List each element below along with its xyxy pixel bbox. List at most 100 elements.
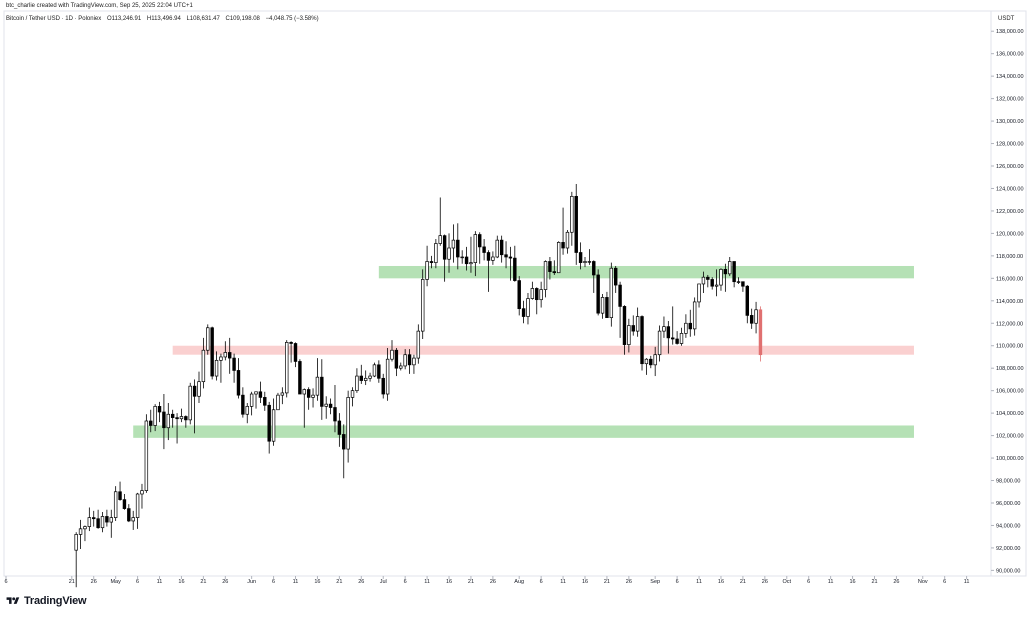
- candle[interactable]: [570, 191, 574, 246]
- candle[interactable]: [241, 387, 245, 418]
- candle[interactable]: [596, 269, 600, 316]
- candle[interactable]: [442, 234, 447, 282]
- candle[interactable]: [578, 242, 583, 270]
- candle[interactable]: [508, 246, 513, 281]
- candle[interactable]: [113, 486, 118, 521]
- candle[interactable]: [227, 337, 232, 374]
- candle[interactable]: [320, 359, 324, 420]
- candle[interactable]: [429, 255, 434, 269]
- candle[interactable]: [249, 391, 254, 416]
- candle[interactable]: [298, 359, 302, 395]
- candle[interactable]: [666, 321, 671, 354]
- candle[interactable]: [179, 408, 184, 423]
- candle[interactable]: [74, 532, 78, 588]
- candle[interactable]: [728, 256, 732, 277]
- candle[interactable]: [478, 232, 482, 264]
- candle[interactable]: [464, 246, 469, 271]
- candle[interactable]: [456, 223, 460, 270]
- candle[interactable]: [644, 358, 649, 375]
- candle[interactable]: [342, 424, 346, 479]
- candle[interactable]: [407, 349, 412, 374]
- candle[interactable]: [653, 346, 657, 377]
- candle[interactable]: [363, 370, 368, 386]
- candle[interactable]: [324, 396, 328, 419]
- candle[interactable]: [635, 307, 640, 337]
- candle[interactable]: [662, 316, 666, 338]
- candle[interactable]: [157, 401, 162, 423]
- candle[interactable]: [219, 353, 223, 383]
- candle[interactable]: [697, 283, 701, 308]
- candle[interactable]: [153, 404, 157, 432]
- candle[interactable]: [271, 398, 276, 446]
- candle[interactable]: [368, 372, 372, 382]
- price-axis-currency[interactable]: USDT: [998, 16, 1015, 22]
- candle[interactable]: [416, 324, 421, 364]
- candle[interactable]: [293, 342, 298, 368]
- candle[interactable]: [732, 261, 736, 288]
- candle[interactable]: [447, 233, 451, 273]
- candle[interactable]: [170, 409, 175, 428]
- candle[interactable]: [605, 291, 609, 319]
- candle[interactable]: [232, 353, 236, 383]
- candle[interactable]: [267, 401, 271, 454]
- candle[interactable]: [333, 385, 337, 433]
- candle[interactable]: [587, 249, 592, 265]
- candle[interactable]: [684, 314, 688, 338]
- candle[interactable]: [504, 241, 508, 269]
- candle[interactable]: [460, 250, 464, 264]
- candle[interactable]: [530, 281, 535, 300]
- candle[interactable]: [188, 382, 192, 425]
- candle[interactable]: [92, 510, 96, 527]
- candle[interactable]: [583, 256, 587, 268]
- support-zone-0[interactable]: [133, 425, 914, 438]
- symbol-name[interactable]: Bitcoin / Tether USD · 1D · Poloniex: [6, 16, 102, 22]
- candle[interactable]: [622, 305, 627, 355]
- candle[interactable]: [741, 281, 745, 292]
- candle[interactable]: [675, 331, 679, 345]
- candle[interactable]: [385, 347, 390, 401]
- support-zone-2[interactable]: [378, 265, 914, 279]
- candle[interactable]: [285, 340, 289, 398]
- candle[interactable]: [166, 403, 171, 441]
- candle[interactable]: [574, 183, 578, 265]
- candle[interactable]: [315, 358, 320, 401]
- candle[interactable]: [495, 235, 499, 259]
- candle[interactable]: [184, 415, 188, 428]
- candle[interactable]: [688, 309, 692, 337]
- candle[interactable]: [613, 265, 618, 293]
- candle[interactable]: [543, 260, 548, 298]
- candle[interactable]: [306, 387, 311, 410]
- candle[interactable]: [258, 381, 263, 404]
- candle[interactable]: [96, 509, 100, 529]
- candle[interactable]: [486, 250, 491, 292]
- candle[interactable]: [671, 306, 675, 345]
- candle[interactable]: [201, 337, 206, 389]
- candle[interactable]: [394, 347, 399, 377]
- candle[interactable]: [548, 256, 552, 280]
- candle[interactable]: [346, 390, 350, 463]
- candle[interactable]: [521, 300, 526, 324]
- candle[interactable]: [280, 387, 285, 405]
- candle[interactable]: [289, 341, 293, 363]
- candle[interactable]: [87, 507, 92, 532]
- candle[interactable]: [302, 388, 306, 428]
- time-axis[interactable]: 6 21 26 May 6 11 16 21 26 Jun 6 11 16 21 26 Jul 6 11 16 21 2…: [4, 576, 969, 585]
- tradingview-brand[interactable]: TradingView: [5, 594, 87, 608]
- candle[interactable]: [381, 373, 385, 399]
- candle[interactable]: [109, 509, 113, 538]
- candle[interactable]: [745, 285, 750, 324]
- candle[interactable]: [482, 239, 486, 261]
- candle[interactable]: [127, 504, 131, 523]
- candle[interactable]: [197, 371, 201, 404]
- candle[interactable]: [140, 483, 144, 509]
- candle[interactable]: [640, 315, 644, 371]
- candle[interactable]: [473, 231, 478, 277]
- candle[interactable]: [276, 392, 280, 411]
- candle[interactable]: [451, 224, 456, 263]
- candle[interactable]: [214, 351, 219, 381]
- candle[interactable]: [618, 281, 622, 338]
- candle[interactable]: [399, 362, 403, 371]
- candle[interactable]: [609, 262, 614, 327]
- candle[interactable]: [359, 364, 364, 384]
